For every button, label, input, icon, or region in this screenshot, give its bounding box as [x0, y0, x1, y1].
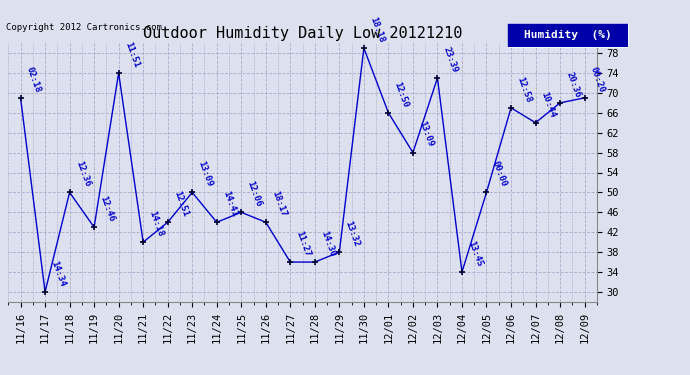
Text: 14:18: 14:18	[148, 210, 165, 238]
Text: 14:30: 14:30	[319, 230, 337, 258]
Text: 12:06: 12:06	[246, 180, 263, 208]
Text: 13:09: 13:09	[417, 120, 435, 148]
Text: 11:51: 11:51	[123, 40, 141, 69]
Text: 11:27: 11:27	[295, 230, 312, 258]
Text: 14:41: 14:41	[221, 190, 239, 218]
Text: 12:50: 12:50	[393, 80, 411, 109]
Text: 14:34: 14:34	[49, 260, 67, 288]
Text: 12:46: 12:46	[98, 195, 116, 223]
Text: 12:51: 12:51	[172, 190, 190, 218]
Text: 13:32: 13:32	[344, 220, 361, 248]
Text: 13:45: 13:45	[466, 240, 484, 268]
Text: Copyright 2012 Cartronics.com: Copyright 2012 Cartronics.com	[6, 23, 161, 32]
Text: 00:00: 00:00	[491, 160, 509, 188]
Title: Outdoor Humidity Daily Low 20121210: Outdoor Humidity Daily Low 20121210	[143, 26, 462, 40]
Text: 18:17: 18:17	[270, 190, 288, 218]
Text: 13:09: 13:09	[197, 160, 214, 188]
Text: 12:36: 12:36	[74, 160, 91, 188]
Text: 23:39: 23:39	[442, 45, 460, 74]
Text: 12:58: 12:58	[515, 75, 533, 104]
Text: 02:18: 02:18	[25, 65, 42, 94]
Text: 20:36: 20:36	[564, 70, 582, 99]
Text: 10:44: 10:44	[540, 90, 558, 118]
Text: Humidity  (%): Humidity (%)	[524, 30, 611, 40]
Text: 18:18: 18:18	[368, 16, 386, 44]
Text: 00:20: 00:20	[589, 65, 607, 94]
